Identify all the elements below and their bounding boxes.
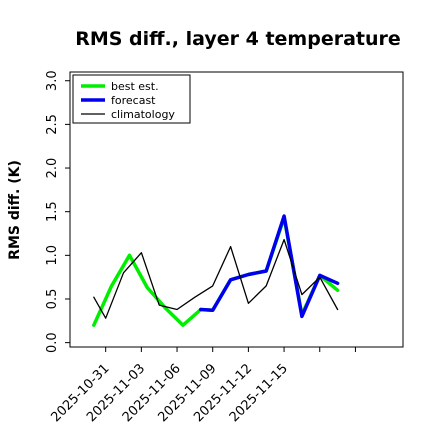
plot-frame	[69, 71, 404, 348]
y-tick-label: 2.5	[45, 114, 60, 135]
y-tick-label: 1.5	[45, 201, 60, 222]
y-tick-label: 1.0	[45, 245, 60, 266]
legend-label: forecast	[111, 94, 156, 107]
series-line-climatology	[93, 238, 339, 319]
legend-label: best est.	[111, 80, 159, 93]
y-tick-label: 0.0	[45, 332, 60, 353]
y-tick-label: 0.5	[45, 289, 60, 310]
y-axis-label: RMS diff. (K)	[7, 160, 23, 260]
series-line-forecast	[199, 214, 340, 319]
legend-label: climatology	[111, 108, 175, 121]
chart-title: RMS diff., layer 4 temperature	[75, 28, 401, 50]
y-tick-label: 2.0	[45, 158, 60, 179]
y-tick-label: 3.0	[45, 70, 60, 91]
